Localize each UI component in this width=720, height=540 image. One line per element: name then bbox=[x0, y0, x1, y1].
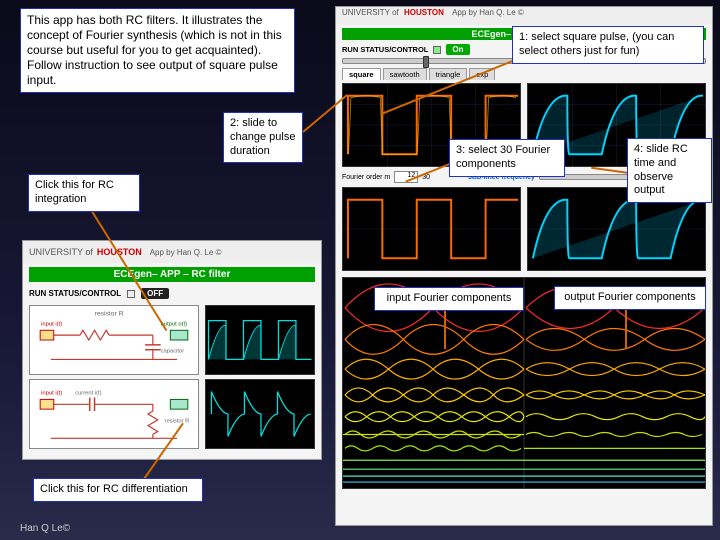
status-led bbox=[127, 290, 135, 298]
byline: App by Han Q. Le © bbox=[150, 248, 222, 257]
svg-text:input i(t): input i(t) bbox=[41, 321, 62, 327]
callout-output-fc: output Fourier components bbox=[554, 286, 706, 310]
svg-text:resistor R: resistor R bbox=[95, 311, 124, 318]
slider-thumb[interactable] bbox=[423, 56, 429, 68]
callout-rc-time: 4: slide RC time and observe output bbox=[627, 138, 712, 203]
circuit-integration[interactable]: resistor R input i(t) output o(t) capaci… bbox=[29, 305, 199, 375]
right-app-header: UNIVERSITY of HOUSTON App by Han Q. Le © bbox=[336, 7, 712, 25]
callout-input-fc: input Fourier components bbox=[374, 287, 524, 311]
chart-input-reconstruct bbox=[342, 187, 521, 271]
footer-credit: Han Q Le© bbox=[20, 523, 70, 534]
run-status-label: RUN STATUS/CONTROL bbox=[342, 45, 428, 54]
left-app-title: ECEgen– APP – RC filter bbox=[29, 267, 315, 282]
svg-text:current i(t): current i(t) bbox=[75, 391, 102, 397]
callout-select-square: 1: select square pulse, (you can select … bbox=[512, 26, 704, 64]
connector bbox=[625, 304, 627, 349]
fourier-order-label: Fourier order m bbox=[342, 174, 390, 181]
callout-fourier30: 3: select 30 Fourier components bbox=[449, 139, 565, 177]
byline: App by Han Q. Le © bbox=[452, 8, 524, 17]
callout-slide-pulse: 2: slide to change pulse duration bbox=[223, 112, 303, 163]
left-app-header: UNIVERSITY of HOUSTON App by Han Q. Le © bbox=[23, 241, 321, 263]
connector bbox=[444, 304, 446, 349]
tab-sawtooth[interactable]: sawtooth bbox=[383, 68, 427, 80]
callout-differentiation: Click this for RC differentiation bbox=[33, 478, 203, 502]
waveform-tabs: square sawtooth triangle exp bbox=[336, 66, 712, 80]
univ-prefix: UNIVERSITY of bbox=[342, 8, 399, 17]
svg-text:resistor R: resistor R bbox=[165, 419, 190, 425]
tab-square[interactable]: square bbox=[342, 68, 381, 80]
on-button[interactable]: On bbox=[446, 44, 469, 55]
run-status-label: RUN STATUS/CONTROL bbox=[29, 289, 121, 298]
right-app-panel: UNIVERSITY of HOUSTON App by Han Q. Le ©… bbox=[335, 6, 713, 526]
univ-name: HOUSTON bbox=[404, 8, 444, 17]
svg-text:input i(t): input i(t) bbox=[41, 391, 62, 397]
intro-callout: This app has both RC filters. It illustr… bbox=[20, 8, 295, 93]
status-led bbox=[433, 46, 441, 54]
wave-differentiation bbox=[205, 379, 315, 449]
left-app-panel: UNIVERSITY of HOUSTON App by Han Q. Le ©… bbox=[22, 240, 322, 460]
svg-text:capacitor: capacitor bbox=[161, 349, 185, 355]
wave-integration bbox=[205, 305, 315, 375]
callout-integration: Click this for RC integration bbox=[28, 174, 140, 212]
tab-triangle[interactable]: triangle bbox=[429, 68, 468, 80]
univ-prefix: UNIVERSITY of bbox=[29, 247, 93, 257]
